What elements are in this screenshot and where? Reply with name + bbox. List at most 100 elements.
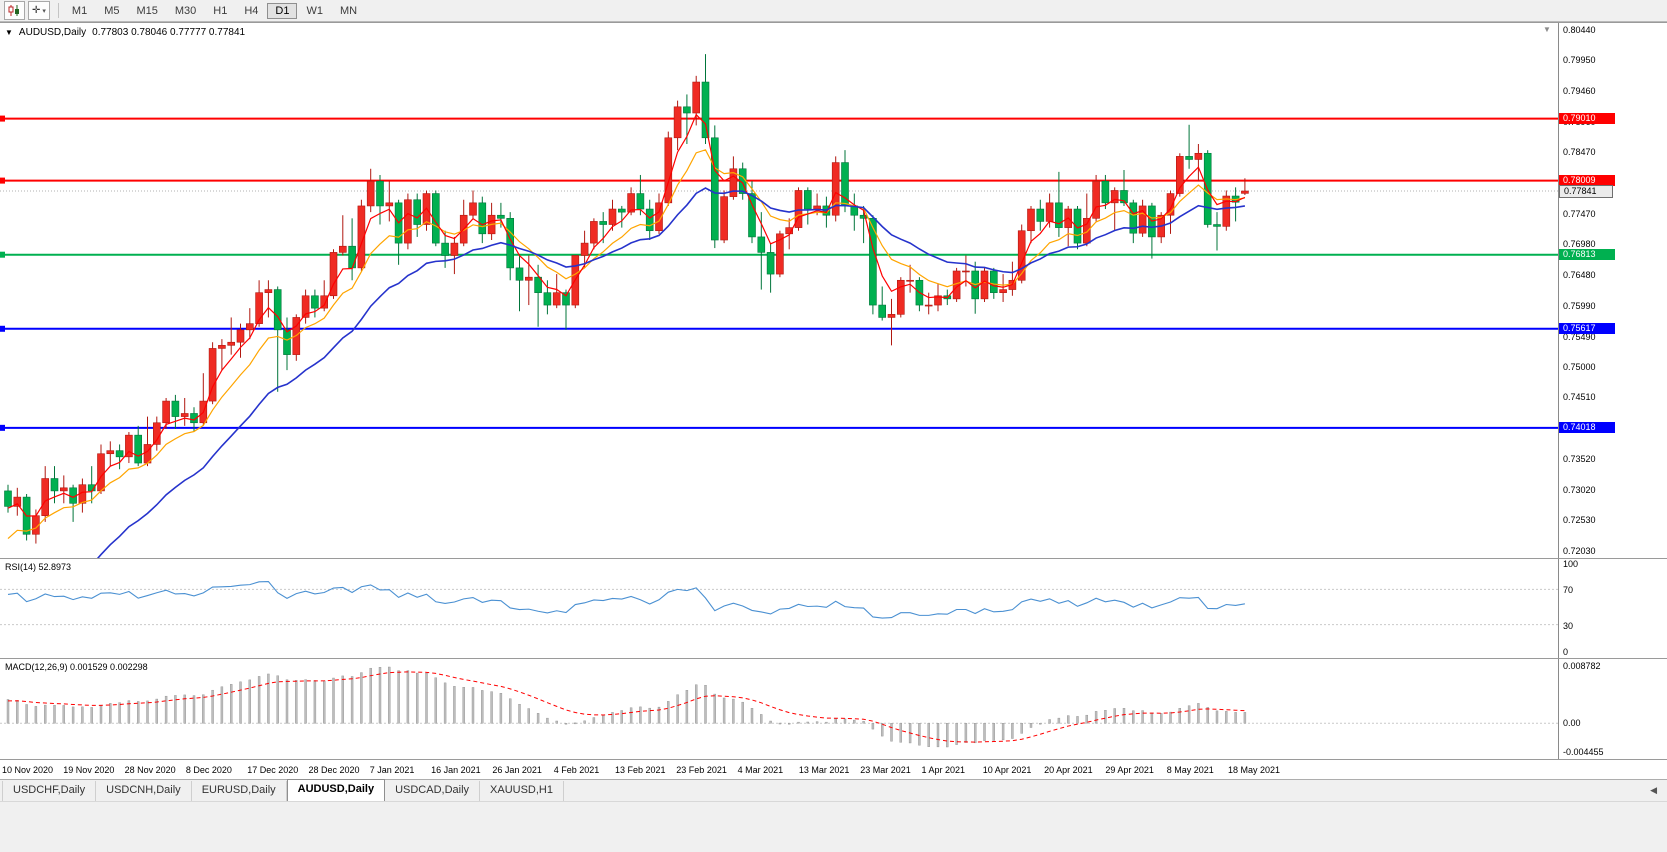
price-axis-label: 0.74510 — [1563, 392, 1596, 403]
date-axis-label: 4 Mar 2021 — [737, 765, 784, 775]
rsi-plot[interactable] — [0, 559, 1558, 659]
macd-bar — [899, 723, 902, 743]
macd-bar — [1066, 715, 1070, 724]
candle — [552, 292, 561, 306]
candle — [404, 199, 412, 244]
date-axis-label: 13 Mar 2021 — [798, 765, 850, 775]
candle — [171, 400, 180, 417]
candle — [13, 496, 22, 507]
timeframe-d1[interactable]: D1 — [267, 2, 298, 19]
macd-bar — [1178, 708, 1182, 724]
window-separator[interactable] — [0, 557, 1667, 561]
rsi-line — [7, 581, 1245, 619]
price-axis-label: 0.73520 — [1563, 453, 1596, 464]
macd-bar — [1187, 705, 1191, 724]
macd-axis[interactable]: 0.008782 0.00 -0.004455 — [1558, 659, 1667, 759]
macd-bar — [639, 706, 642, 724]
timeframe-w1[interactable]: W1 — [306, 4, 323, 17]
chart-shift-marker[interactable]: ▼ — [1543, 25, 1551, 34]
macd-bar — [825, 721, 828, 724]
candle — [1101, 180, 1110, 204]
candle — [1166, 193, 1175, 216]
macd-bar — [602, 715, 605, 724]
macd-bar — [71, 706, 75, 724]
candle — [1213, 224, 1221, 227]
price-axis-label: 0.78470 — [1563, 147, 1596, 158]
line-anchor — [0, 177, 5, 184]
tab-scroll-left-icon[interactable]: ◀ — [1650, 785, 1657, 795]
chart-symbol: AUDUSD,Daily — [18, 27, 87, 38]
candle — [673, 106, 682, 139]
timeframe-mn[interactable]: MN — [339, 4, 358, 17]
price-axis-label: 0.76480 — [1563, 270, 1596, 281]
macd-bar — [1141, 710, 1144, 724]
date-axis-label: 16 Jan 2021 — [431, 765, 481, 775]
cursor-tool-button[interactable]: ✛ ▾ — [28, 1, 50, 20]
candle — [701, 81, 710, 139]
macd-bar — [667, 701, 670, 724]
macd-bar — [918, 723, 921, 746]
rsi-axis[interactable]: 100 70 30 0 — [1558, 559, 1667, 658]
timeframe-h4[interactable]: H4 — [244, 4, 259, 17]
macd-bar — [295, 680, 298, 724]
tab-audusd-daily[interactable]: AUDUSD,Daily — [286, 779, 386, 801]
macd-bar — [136, 701, 140, 724]
window-separator[interactable] — [0, 657, 1667, 661]
macd-bar — [481, 690, 484, 724]
tab-usdchf-daily[interactable]: USDCHF,Daily — [2, 781, 97, 801]
tab-usdcnh-daily[interactable]: USDCNH,Daily — [96, 781, 192, 801]
crosshair-icon: ✛ — [32, 5, 41, 16]
timeframe-m30[interactable]: M30 — [174, 4, 197, 17]
candle — [636, 193, 645, 210]
macd-bar — [443, 682, 447, 724]
price-axis-label: 0.76980 — [1563, 239, 1596, 250]
price-axis[interactable]: 0.804400.799500.794600.789600.784700.779… — [1558, 23, 1667, 558]
macd-plot[interactable] — [0, 659, 1558, 760]
candle — [655, 202, 663, 232]
macd-bar — [25, 704, 28, 724]
candle — [645, 208, 654, 232]
line-anchor — [0, 115, 5, 122]
timeframe-m5[interactable]: M5 — [104, 4, 120, 17]
macd-bar — [118, 702, 121, 724]
candle — [934, 295, 942, 306]
candle — [878, 304, 887, 318]
macd-bar — [471, 687, 475, 724]
macd-bar — [527, 708, 530, 724]
macd-bar — [834, 718, 837, 724]
rsi-axis-label: 100 — [1563, 559, 1579, 569]
chevron-down-icon: ▾ — [42, 7, 46, 15]
candlestick-chart-button[interactable] — [4, 1, 25, 20]
macd-bar — [416, 672, 419, 724]
macd-bar — [741, 701, 744, 724]
tab-xauusd-h1[interactable]: XAUUSD,H1 — [480, 781, 564, 801]
date-axis[interactable]: 10 Nov 2020 19 Nov 2020 28 Nov 2020 8 Dec 2… — [0, 759, 1667, 781]
macd-bar — [44, 704, 47, 724]
macd-bar — [425, 673, 428, 724]
timeframe-h1[interactable]: H1 — [213, 4, 228, 17]
tab-usdcad-daily[interactable]: USDCAD,Daily — [385, 781, 481, 801]
price-chart-plot[interactable] — [0, 23, 1558, 558]
candle — [710, 137, 719, 241]
candle — [255, 292, 263, 324]
macd-bar — [1011, 723, 1014, 739]
candle — [236, 329, 245, 343]
macd-bar — [211, 689, 214, 724]
macd-bar — [332, 677, 335, 724]
status-strip — [0, 801, 1667, 852]
candle — [813, 205, 821, 210]
macd-bar — [350, 676, 354, 724]
rsi-axis-label: 70 — [1563, 585, 1574, 596]
price-tag-0.78009: 0.78009 — [1559, 174, 1615, 186]
macd-bar — [890, 723, 893, 742]
tab-eurusd-daily[interactable]: EURUSD,Daily — [192, 781, 287, 801]
collapse-triangle-icon[interactable]: ▼ — [5, 28, 13, 37]
timeframe-m1[interactable]: M1 — [71, 4, 88, 17]
timeframe-m15[interactable]: M15 — [136, 4, 158, 17]
candle — [208, 348, 217, 402]
candle — [273, 289, 282, 331]
date-axis-label: 7 Jan 2021 — [369, 765, 415, 775]
candle — [683, 106, 691, 114]
candle — [617, 208, 626, 213]
